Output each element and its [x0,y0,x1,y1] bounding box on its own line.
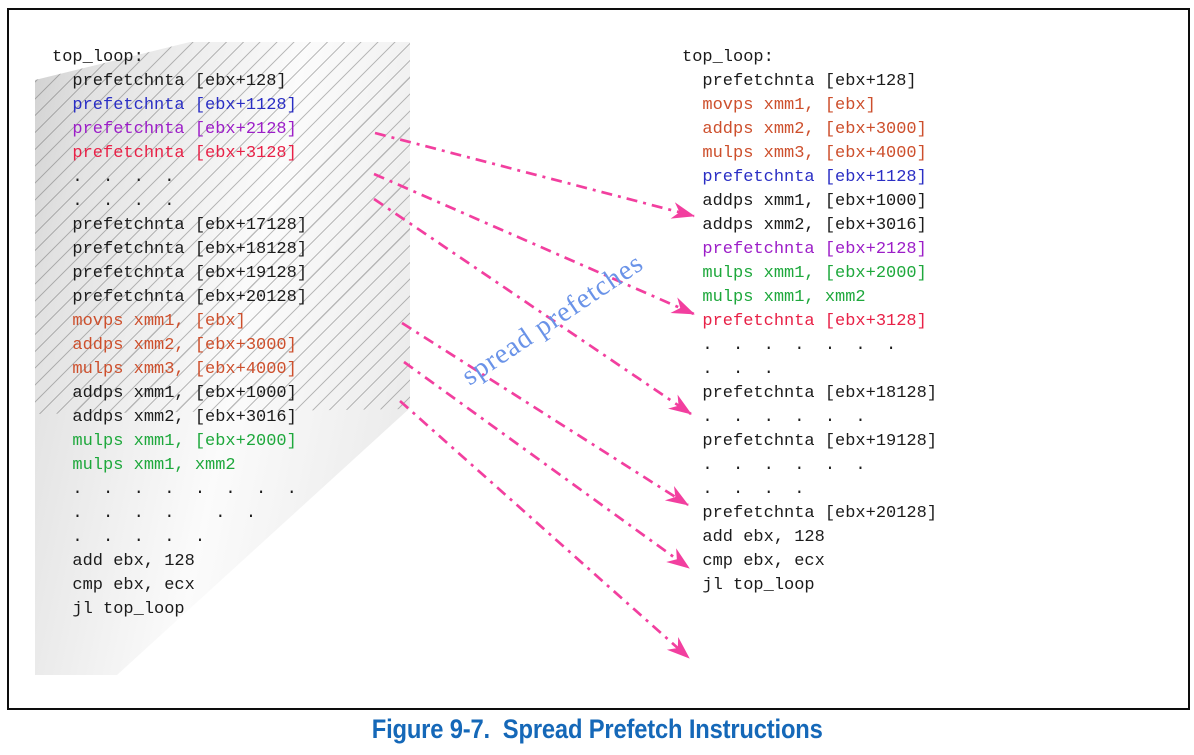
right-code-line: cmp ebx, ecx [682,552,825,571]
left-code-line: movps xmm1, [ebx] [52,312,246,331]
left-code-line: prefetchnta [ebx+17128] [52,216,308,235]
left-code-line: mulps xmm3, [ebx+4000] [52,360,297,379]
left-code-line: cmp ebx, ecx [52,576,195,595]
prefetch-arrow [403,360,690,570]
right-code-line: . . . . . . . [682,336,897,355]
left-code-sheet-hatching [35,42,410,414]
right-code-line: mulps xmm1, [ebx+2000] [682,264,927,283]
right-code-line: . . . . . . [682,408,866,427]
left-code-line: . . . . . [52,528,206,547]
right-code-line: mulps xmm1, xmm2 [682,288,866,307]
right-code-line: prefetchnta [ebx+18128] [682,384,938,403]
right-code-line: prefetchnta [ebx+2128] [682,240,927,259]
left-code-line: addps xmm2, [ebx+3000] [52,336,297,355]
prefetch-arrow [399,399,690,660]
right-code-line: prefetchnta [ebx+20128] [682,504,938,523]
left-code-line: prefetchnta [ebx+2128] [52,120,297,139]
left-code-line: prefetchnta [ebx+18128] [52,240,308,259]
prefetch-arrow [373,197,692,416]
right-code-block: top_loop: prefetchnta [ebx+128] movps xm… [682,46,937,598]
right-code-line: mulps xmm3, [ebx+4000] [682,144,927,163]
right-code-line: addps xmm2, [ebx+3000] [682,120,927,139]
prefetch-arrow [401,321,689,507]
left-code-line: mulps xmm1, xmm2 [52,456,236,475]
left-code-line: . . . . . . . . [52,480,297,499]
spread-prefetches-label: spread prefetches [456,247,650,392]
left-code-block: top_loop: prefetchnta [ebx+128] prefetch… [52,46,307,622]
left-code-line: prefetchnta [ebx+20128] [52,288,308,307]
left-code-line: prefetchnta [ebx+3128] [52,144,297,163]
right-code-line: . . . . [682,480,805,499]
left-code-line: addps xmm2, [ebx+3016] [52,408,297,427]
left-code-line: prefetchnta [ebx+19128] [52,264,308,283]
right-code-line: top_loop: [682,48,774,67]
right-code-line: add ebx, 128 [682,528,825,547]
right-code-line: addps xmm2, [ebx+3016] [682,216,927,235]
left-code-line: addps xmm1, [ebx+1000] [52,384,297,403]
prefetch-arrow [374,131,695,219]
right-code-line: prefetchnta [ebx+19128] [682,432,938,451]
left-code-line: . . . . [52,168,175,187]
left-code-line: jl top_loop [52,600,185,619]
figure-caption-text: Figure 9-7. Spread Prefetch Instructions [371,714,823,744]
right-code-line: . . . . . . [682,456,866,475]
right-code-line: movps xmm1, [ebx] [682,96,876,115]
left-code-line: add ebx, 128 [52,552,195,571]
right-code-line: prefetchnta [ebx+3128] [682,312,927,331]
left-code-line: prefetchnta [ebx+1128] [52,96,297,115]
left-code-line: . . . . [52,192,175,211]
right-code-line: . . . [682,360,774,379]
right-code-line: prefetchnta [ebx+128] [682,72,917,91]
left-code-line: prefetchnta [ebx+128] [52,72,287,91]
figure-caption: Figure 9-7. Spread Prefetch Instructions [0,714,1194,745]
left-code-line: top_loop: [52,48,144,67]
left-code-line: . . . . . . [52,504,257,523]
prefetch-arrow [373,172,695,316]
right-code-line: prefetchnta [ebx+1128] [682,168,927,187]
right-code-line: addps xmm1, [ebx+1000] [682,192,927,211]
right-code-line: jl top_loop [682,576,815,595]
left-code-line: mulps xmm1, [ebx+2000] [52,432,297,451]
